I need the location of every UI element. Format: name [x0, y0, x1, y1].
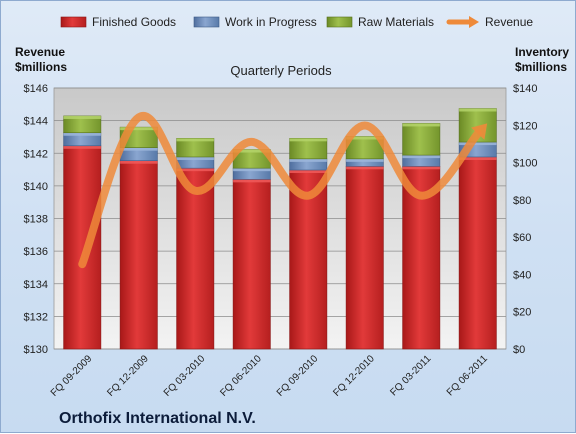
bar-finished-goods: [233, 179, 270, 349]
right-tick-label: $60: [513, 232, 531, 244]
bar-raw-materials: [403, 123, 440, 155]
left-tick-label: $134: [24, 279, 48, 291]
x-tick-label: FQ 12-2010: [331, 353, 377, 399]
bar-finished-goods: [459, 157, 496, 349]
legend-label-raw-materials: Raw Materials: [358, 15, 434, 29]
bar-finished-goods-highlight: [233, 179, 270, 182]
bar-work-in-progress-highlight: [403, 155, 440, 158]
bar-work-in-progress-highlight: [64, 133, 101, 136]
left-tick-label: $144: [24, 116, 48, 128]
bar-raw-materials-highlight: [177, 138, 214, 141]
bar-work-in-progress-highlight: [290, 159, 327, 162]
right-axis-ticks: $0 $20 $40 $60 $80 $100 $120 $140: [513, 83, 537, 356]
right-tick-label: $0: [513, 344, 525, 356]
left-tick-label: $146: [24, 83, 48, 95]
left-tick-label: $130: [24, 344, 48, 356]
legend-swatch-finished-goods: [61, 17, 86, 27]
bar-finished-goods-highlight: [403, 166, 440, 169]
bar-finished-goods-highlight: [120, 161, 157, 164]
legend: Finished Goods Work in Progress Raw Mate…: [61, 15, 533, 29]
bar-finished-goods-highlight: [64, 146, 101, 149]
chart-title: Quarterly Periods: [230, 63, 332, 78]
left-tick-label: $142: [24, 148, 48, 160]
bar-work-in-progress-highlight: [177, 157, 214, 160]
right-tick-label: $20: [513, 307, 531, 319]
left-axis-ticks: $130 $132 $134 $136 $138 $140 $142 $144 $146: [24, 83, 48, 356]
left-tick-label: $138: [24, 214, 48, 226]
right-axis-title-line1: Inventory: [515, 45, 569, 59]
legend-swatch-raw-materials: [327, 17, 352, 27]
x-tick-label: FQ 09-2010: [275, 353, 321, 399]
bar-finished-goods: [346, 166, 383, 349]
bar-work-in-progress-highlight: [120, 148, 157, 151]
bar-finished-goods: [64, 146, 101, 349]
left-axis-title-line1: Revenue: [15, 45, 65, 59]
left-tick-label: $140: [24, 181, 48, 193]
bar-raw-materials-highlight: [290, 138, 327, 141]
x-tick-label: FQ 06-2011: [445, 353, 490, 398]
right-tick-label: $80: [513, 195, 531, 207]
right-tick-label: $100: [513, 158, 537, 170]
right-axis-title-line2: $millions: [515, 60, 567, 74]
bar-work-in-progress-highlight: [459, 142, 496, 145]
company-name-footer: Orthofix International N.V.: [59, 410, 256, 427]
x-tick-label: FQ 09-2009: [49, 353, 95, 399]
x-tick-label: FQ 03-2011: [388, 353, 433, 398]
bar-finished-goods: [120, 161, 157, 349]
legend-swatch-work-in-progress: [194, 17, 219, 27]
bar-finished-goods-highlight: [346, 166, 383, 169]
bar-raw-materials-highlight: [403, 123, 440, 126]
bar-raw-materials-highlight: [459, 109, 496, 112]
left-tick-label: $132: [24, 311, 48, 323]
right-tick-label: $40: [513, 269, 531, 281]
bar-finished-goods-highlight: [290, 170, 327, 173]
bar-work-in-progress-highlight: [233, 168, 270, 171]
x-tick-label: FQ 12-2009: [105, 353, 151, 399]
left-axis-title-line2: $millions: [15, 60, 67, 74]
left-tick-label: $136: [24, 246, 48, 258]
bar-work-in-progress-highlight: [346, 159, 383, 162]
bar-raw-materials-highlight: [64, 116, 101, 119]
right-tick-label: $140: [513, 83, 537, 95]
bar-raw-materials: [290, 138, 327, 159]
legend-swatch-revenue: [449, 16, 479, 28]
legend-label-revenue: Revenue: [485, 15, 533, 29]
x-tick-label: FQ 06-2010: [218, 353, 264, 399]
legend-label-work-in-progress: Work in Progress: [225, 15, 317, 29]
right-tick-label: $120: [513, 120, 537, 132]
legend-label-finished-goods: Finished Goods: [92, 15, 176, 29]
x-tick-label: FQ 03-2010: [162, 353, 208, 399]
bar-finished-goods: [177, 168, 214, 349]
